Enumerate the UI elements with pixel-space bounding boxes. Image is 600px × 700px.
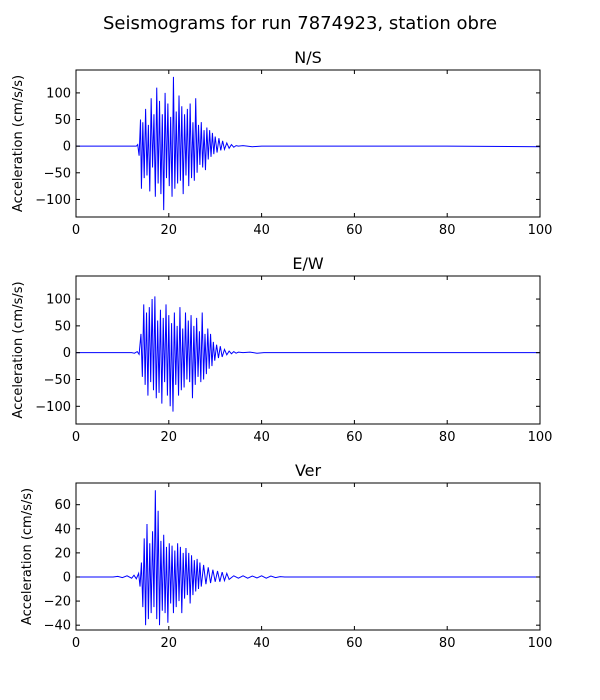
y-tick-label: −50	[44, 373, 71, 388]
x-tick-label: 20	[161, 430, 178, 445]
panel-2: E/W 0 20 40 60 80 100 −100 −50 0 50 100 Acceleration…	[11, 254, 552, 445]
y-tick-label: −100	[35, 193, 71, 208]
x-tick-label: 40	[253, 636, 270, 651]
waveform-line	[76, 490, 540, 626]
x-tick-label: 80	[439, 636, 456, 651]
x-tick-label: 60	[346, 223, 363, 238]
panel-title: E/W	[292, 254, 324, 273]
y-axis-label: Acceleration (cm/s/s)	[11, 75, 26, 212]
x-tick-label: 0	[72, 430, 80, 445]
x-tick-label: 100	[528, 430, 553, 445]
y-tick-label: 0	[63, 140, 71, 155]
y-tick-label: −100	[35, 400, 71, 415]
panel-1: N/S 0 20 40 60 80 100 −100 −50 0 50 100 Acceleration…	[11, 48, 552, 238]
y-tick-label: −20	[44, 595, 71, 610]
axes-frame	[75, 482, 541, 631]
axes-frame	[75, 69, 541, 218]
x-tick-label: 0	[72, 223, 80, 238]
y-tick-label: 20	[54, 546, 71, 561]
y-tick-label: 100	[46, 86, 71, 101]
x-tick-label: 80	[439, 223, 456, 238]
y-tick-label: 50	[54, 319, 71, 334]
y-tick-label: 100	[46, 293, 71, 308]
x-tick-label: 100	[528, 223, 553, 238]
y-tick-label: 50	[54, 113, 71, 128]
x-tick-label: 0	[72, 636, 80, 651]
y-tick-label: 60	[54, 498, 71, 513]
x-tick-label: 80	[439, 430, 456, 445]
x-tick-label: 60	[346, 636, 363, 651]
y-axis-label: Acceleration (cm/s/s)	[11, 281, 26, 418]
waveform-line	[76, 296, 540, 412]
y-axis-label: Acceleration (cm/s/s)	[20, 488, 35, 625]
y-tick-label: −40	[44, 619, 71, 634]
x-tick-label: 60	[346, 430, 363, 445]
panel-title: N/S	[294, 48, 322, 67]
x-tick-label: 40	[253, 430, 270, 445]
panel-3: Ver 0 20 40 60 80 100 −40 −20 0 20 40 60 Acceleration…	[20, 461, 552, 651]
panels-group: N/S 0 20 40 60 80 100 −100 −50 0 50 100 Acceleration…	[11, 48, 552, 651]
y-tick-label: 0	[63, 570, 71, 585]
x-tick-label: 20	[161, 223, 178, 238]
y-tick-label: −50	[44, 166, 71, 181]
x-tick-label: 20	[161, 636, 178, 651]
axes-frame	[75, 275, 541, 425]
figure-title: Seismograms for run 7874923, station obr…	[103, 13, 497, 34]
y-tick-label: 40	[54, 522, 71, 537]
x-tick-label: 40	[253, 223, 270, 238]
x-tick-label: 100	[528, 636, 553, 651]
panel-title: Ver	[295, 461, 322, 480]
waveform-line	[76, 76, 540, 211]
y-tick-label: 0	[63, 346, 71, 361]
